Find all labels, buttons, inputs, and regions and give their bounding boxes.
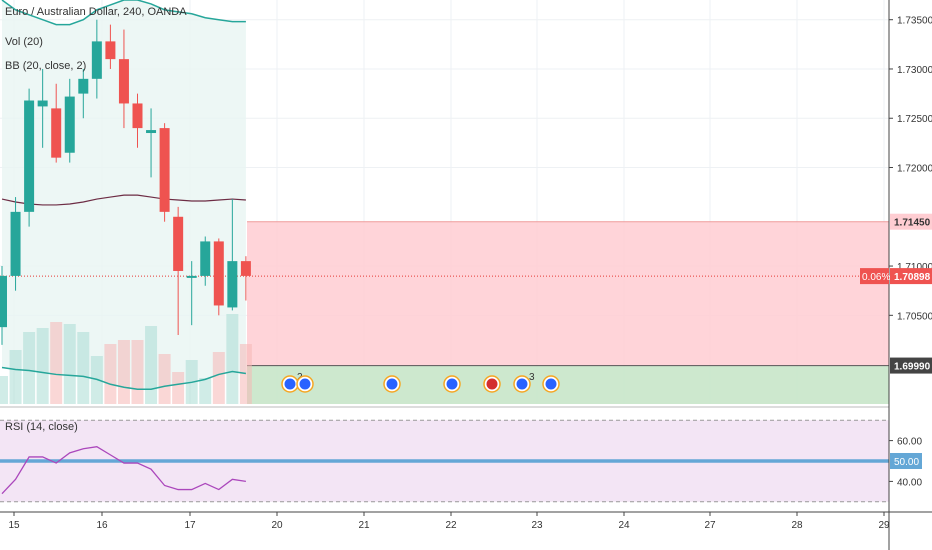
time-tick-label: 22 [445, 520, 457, 531]
symbol-title: Euro / Australian Dollar, 240, OANDA [5, 6, 187, 18]
volume-legend: Vol (20) [5, 36, 43, 48]
candle[interactable] [200, 241, 211, 276]
candle[interactable] [37, 100, 48, 107]
time-tick-label: 28 [791, 520, 803, 531]
time-tick-label: 15 [8, 520, 20, 531]
candle[interactable] [0, 275, 7, 328]
candle[interactable] [24, 100, 35, 212]
volume-bar [145, 326, 158, 404]
time-tick-label: 27 [704, 520, 716, 531]
candle[interactable] [240, 261, 251, 276]
volume-bar [63, 324, 76, 404]
volume-bar [226, 314, 239, 404]
price-tick-label: 1.71000 [897, 262, 932, 273]
volume-bar [36, 328, 49, 404]
candle[interactable] [105, 41, 116, 60]
candle[interactable] [132, 103, 143, 129]
candle[interactable] [213, 241, 224, 306]
volume-bar [117, 340, 130, 404]
candle[interactable] [118, 59, 129, 104]
price-tick-label: 1.72000 [897, 164, 932, 175]
rsi-tick-label: 40.00 [897, 477, 922, 488]
rsi-pane[interactable] [0, 406, 889, 503]
candle[interactable] [51, 108, 62, 158]
rsi-mid-tag [890, 453, 922, 469]
volume-bar [104, 344, 117, 404]
candle[interactable] [91, 41, 102, 79]
time-tick-label: 24 [618, 520, 630, 531]
volume-bar [131, 340, 144, 404]
candle[interactable] [10, 211, 21, 276]
event-flag-icon [516, 378, 528, 390]
event-markers[interactable]: 23 [281, 372, 560, 393]
rsi-tick-label: 60.00 [897, 437, 922, 448]
price-tick-label: 1.72500 [897, 114, 932, 125]
rsi-legend: RSI (14, close) [5, 421, 78, 433]
event-count: 3 [529, 372, 535, 383]
volume-bar [23, 332, 36, 404]
time-tick-label: 20 [271, 520, 283, 531]
event-flag-icon [446, 378, 458, 390]
candle[interactable] [146, 130, 157, 134]
time-tick-label: 21 [358, 520, 370, 531]
time-tick-label: 23 [531, 520, 543, 531]
volume-bars [0, 314, 252, 404]
stop-price-tag [890, 213, 932, 230]
bollinger-upper [1, 0, 246, 26]
target-price-label: 1.69990 [894, 362, 931, 373]
event-flag-icon [299, 378, 311, 390]
price-tick-label: 1.73500 [897, 16, 932, 27]
candle[interactable] [78, 78, 89, 94]
bollinger-lower [1, 366, 247, 390]
candle[interactable] [227, 261, 238, 308]
volume-bar [212, 352, 225, 404]
volume-bar [9, 350, 22, 404]
change-tag [860, 268, 889, 285]
risk-reward-zones[interactable] [0, 221, 889, 404]
event-flag-icon [486, 378, 498, 390]
stop-price-label: 1.71450 [894, 218, 931, 229]
event-flag-icon [545, 378, 557, 390]
bollinger-middle [1, 194, 246, 206]
volume-bar [199, 378, 212, 404]
volume-bar [239, 344, 252, 404]
change-label: 0.06% [862, 272, 890, 283]
candle[interactable] [159, 128, 170, 212]
time-tick-label: 17 [184, 520, 196, 531]
last-price-label: 1.70898 [894, 272, 931, 283]
bollinger-lines [1, 0, 247, 390]
bollinger-legend: BB (20, close, 2) [5, 60, 87, 72]
price-tick-label: 1.70500 [897, 311, 932, 322]
time-tick-label: 16 [96, 520, 108, 531]
candle[interactable] [186, 275, 197, 278]
stop-loss-zone[interactable] [247, 221, 889, 366]
volume-bar [77, 332, 90, 404]
price-tick-label: 1.73000 [897, 65, 932, 76]
time-tick-label: 29 [878, 520, 890, 531]
target-price-tag [890, 357, 932, 374]
candle[interactable] [173, 216, 184, 271]
event-flag-icon [284, 378, 296, 390]
volume-bar [0, 376, 8, 404]
take-profit-zone[interactable] [247, 365, 889, 404]
candle[interactable] [64, 96, 75, 153]
rsi-mid-label: 50.00 [894, 457, 919, 468]
candlesticks[interactable] [0, 19, 251, 345]
volume-bar [50, 322, 63, 404]
event-flag-icon [386, 378, 398, 390]
volume-bar [172, 372, 185, 404]
rsi-line[interactable] [1, 446, 246, 495]
volume-bar [158, 354, 171, 404]
last-price-tag [890, 268, 932, 285]
